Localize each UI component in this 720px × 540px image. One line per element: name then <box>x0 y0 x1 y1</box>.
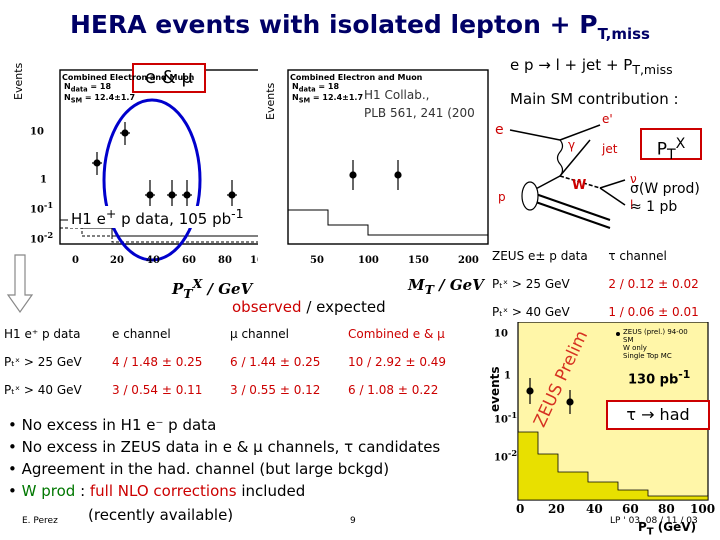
feynman-nu: ν <box>630 172 637 186</box>
bullet-item: • Agreement in the had. channel (but lar… <box>8 460 390 478</box>
table-row: Pₜˣ > 40 GeV 1 / 0.06 ± 0.01 <box>492 305 699 319</box>
mid-plot-ndata: Ndata = 18 <box>292 82 340 94</box>
tau-had-box: τ → had <box>606 400 710 430</box>
lepton-channel-box: e & μ <box>132 63 206 93</box>
mid-plot: Combined Electron and Muon Ndata = 18 NS… <box>258 60 490 300</box>
table-row: Pₜˣ > 25 GeV 2 / 0.12 ± 0.02 <box>492 277 699 291</box>
left-plot-xlabel: PTX / GeV <box>172 276 253 301</box>
h1-data-label: H1 e+ p data, 105 pb-1 <box>68 206 247 228</box>
slide-title: HERA events with isolated lepton + PT,mi… <box>70 10 650 43</box>
h1-ref: PLB 561, 241 (200 <box>364 106 475 120</box>
mid-plot-ylabel: Events <box>264 82 277 120</box>
zeus-plot-xlabel: PT (GeV) <box>638 520 697 538</box>
feynman-diagram: e e' γ jet W ν l p <box>490 110 720 250</box>
bullet-continuation: (recently available) <box>88 506 234 524</box>
observed-expected-label: observed / expected <box>232 298 386 316</box>
bullet-item: • No excess in ZEUS data in e & μ channe… <box>8 438 441 456</box>
bullet-item: • No excess in H1 e⁻ p data <box>8 416 217 434</box>
zeus-plot-legend: ZEUS (prel.) 94-00 SM W only Single Top … <box>623 328 688 360</box>
table-row: Pₜˣ > 25 GeV 4 / 1.48 ± 0.25 6 / 1.44 ± … <box>4 355 447 369</box>
feynman-e-out: e' <box>602 112 613 126</box>
feynman-l: l <box>630 198 634 212</box>
ptx-box: PTX <box>640 128 702 163</box>
feynman-jet: jet <box>602 142 618 156</box>
left-plot: e & μ Combined Electron and Muon Ndata =… <box>12 60 271 301</box>
table-row: H1 e⁺ p data e channel μ channel Combine… <box>4 327 445 341</box>
feynman-p: p <box>498 190 506 204</box>
summary-bullets: • No excess in H1 e⁻ p data • No excess … <box>8 414 498 502</box>
zeus-plot: ZEUS (prel.) 94-00 SM W only Single Top … <box>488 322 718 540</box>
footer-conf: LP ' 03, 08 / 11 / 03 <box>610 516 698 526</box>
zeus-plot-ylabel: events <box>488 366 502 412</box>
h1-results-table: H1 e⁺ p data e channel μ channel Combine… <box>0 320 480 404</box>
w-prod-xsec: σ(W prod) ≈ 1 pb <box>630 181 700 215</box>
mid-plot-header: Combined Electron and Muon <box>290 73 423 82</box>
h1-collab: H1 Collab., <box>364 88 430 102</box>
table-row: ZEUS e± p data τ channel <box>492 249 667 263</box>
reaction-label: e p → l + jet + PT,miss <box>510 56 673 77</box>
mid-plot-xlabel: MT / GeV <box>408 276 484 297</box>
feynman-gamma: γ <box>568 138 576 152</box>
zeus-lumi: 130 pb-1 <box>628 368 691 388</box>
main-sm-label: Main SM contribution : <box>510 90 679 108</box>
left-plot-header: Combined Electron and Muon <box>62 73 195 82</box>
mid-plot-nsm: NSM = 12.4±1.7 <box>292 93 364 105</box>
footer-page: 9 <box>350 516 356 526</box>
zeus-results-table: ZEUS e± p data τ channel Pₜˣ > 25 GeV 2 … <box>488 242 720 326</box>
left-plot-ylabel: Events <box>12 62 25 100</box>
bullet-item: • W prod : full NLO corrections included <box>8 482 306 500</box>
feynman-w: W <box>572 178 587 193</box>
left-plot-ndata: Ndata = 18 <box>64 82 112 94</box>
footer-author: E. Perez <box>22 516 58 526</box>
table-row: Pₜˣ > 40 GeV 3 / 0.54 ± 0.11 3 / 0.55 ± … <box>4 383 439 397</box>
feynman-e-in: e <box>495 122 504 138</box>
left-plot-nsm: NSM = 12.4±1.7 <box>64 93 136 105</box>
pointer-arrow <box>6 254 34 314</box>
